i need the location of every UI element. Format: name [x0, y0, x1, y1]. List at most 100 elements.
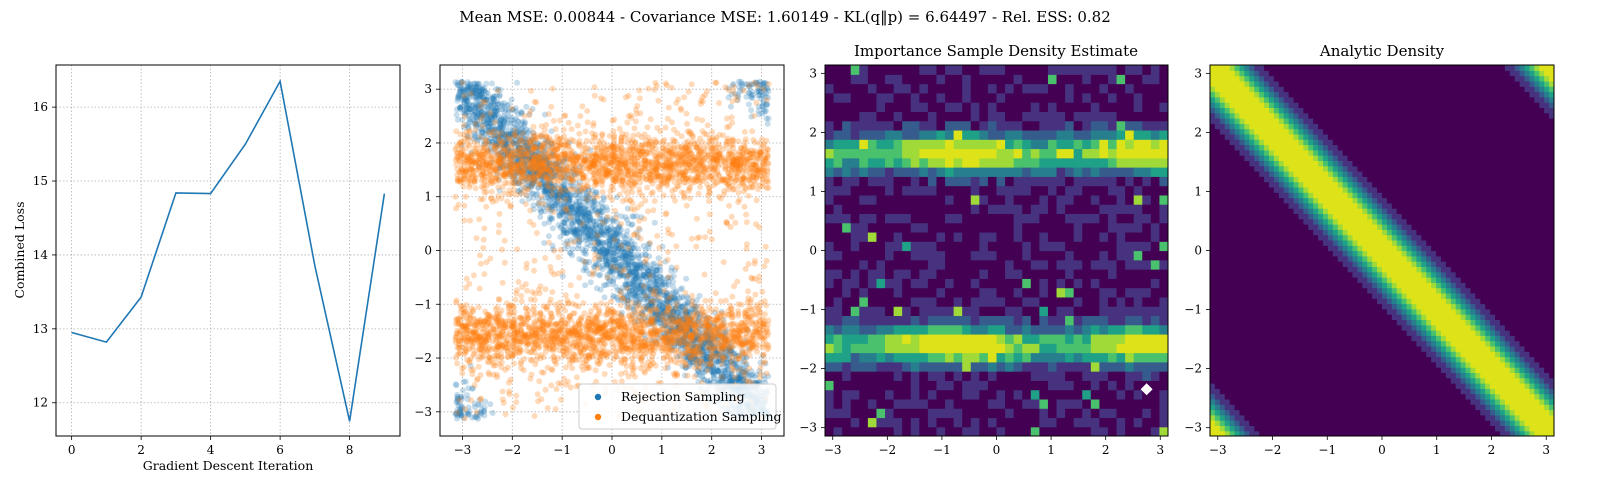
scatter-point-rejection	[745, 89, 752, 96]
scatter-point-rejection	[471, 84, 478, 91]
scatter-point-dequantization	[522, 191, 529, 198]
scatter-point-rejection	[716, 364, 723, 371]
scatter-point-rejection	[662, 330, 669, 337]
scatter-point-dequantization	[472, 185, 479, 192]
scatter-point-rejection	[727, 347, 734, 354]
scatter-point-rejection	[641, 296, 648, 303]
scatter-point-rejection	[503, 128, 510, 135]
scatter-point-rejection	[726, 378, 733, 385]
scatter-point-rejection	[618, 272, 624, 279]
scatter-point-dequantization	[594, 232, 601, 239]
scatter-point-rejection	[722, 348, 729, 355]
scatter-point-rejection	[548, 174, 555, 181]
scatter-point-rejection	[564, 230, 570, 237]
scatter-point-rejection	[546, 165, 553, 172]
scatter-point-rejection	[659, 275, 666, 282]
scatter-point-rejection	[697, 332, 704, 339]
scatter-point-rejection	[733, 353, 739, 360]
scatter-point-dequantization	[598, 300, 605, 307]
scatter-point-rejection	[632, 299, 639, 306]
scatter-point-rejection	[600, 231, 607, 238]
scatter-point-rejection	[689, 328, 696, 335]
scatter-point-rejection	[555, 222, 562, 228]
scatter-point-rejection	[528, 154, 535, 161]
scatter-point-dequantization	[673, 99, 680, 106]
scatter-point-rejection	[629, 244, 636, 251]
scatter-point-dequantization	[531, 267, 537, 274]
scatter-point-rejection	[537, 151, 544, 158]
scatter-point-rejection	[509, 154, 516, 160]
scatter-point-rejection	[541, 111, 548, 118]
y-tick-label: 12	[33, 396, 48, 410]
scatter-point-rejection	[679, 341, 686, 348]
scatter-point-rejection	[704, 347, 710, 354]
scatter-point-rejection	[624, 272, 631, 279]
scatter-point-rejection	[481, 88, 488, 94]
scatter-point-rejection	[462, 96, 469, 103]
scatter-point-rejection	[522, 176, 529, 183]
scatter-point-rejection	[522, 147, 529, 154]
scatter-point-rejection	[728, 370, 735, 377]
scatter-point-rejection	[557, 224, 564, 231]
scatter-point-rejection	[566, 204, 573, 211]
scatter-point-rejection	[644, 292, 651, 299]
scatter-point-rejection	[660, 309, 667, 316]
scatter-point-rejection	[664, 339, 671, 346]
scatter-point-rejection	[591, 203, 598, 210]
scatter-point-rejection	[736, 374, 743, 381]
scatter-point-rejection	[472, 94, 479, 101]
scatter-point-rejection	[689, 305, 696, 312]
scatter-point-rejection	[457, 104, 464, 111]
scatter-point-rejection	[616, 223, 623, 230]
scatter-point-rejection	[591, 198, 598, 205]
scatter-point-rejection	[601, 217, 608, 224]
scatter-point-rejection	[671, 302, 678, 309]
scatter-point-rejection	[566, 249, 573, 256]
scatter-point-rejection	[505, 101, 512, 108]
scatter-point-rejection	[555, 169, 562, 176]
scatter-point-rejection	[537, 206, 544, 213]
scatter-point-rejection	[475, 87, 482, 94]
scatter-point-rejection	[754, 81, 761, 88]
scatter-point-rejection	[745, 345, 752, 352]
scatter-point-rejection	[537, 208, 544, 215]
scatter-point-rejection	[728, 371, 735, 378]
scatter-point-rejection	[756, 111, 763, 118]
scatter-point-rejection	[646, 287, 653, 294]
scatter-point-rejection	[491, 93, 498, 100]
scatter-point-dequantization	[478, 395, 484, 402]
scatter-point-rejection	[682, 331, 689, 337]
scatter-point-rejection	[611, 233, 617, 240]
scatter-point-rejection	[541, 188, 547, 195]
scatter-point-rejection	[481, 407, 488, 414]
scatter-point-rejection	[625, 258, 632, 265]
scatter-point-rejection	[483, 103, 490, 110]
scatter-point-rejection	[757, 78, 764, 85]
scatter-point-rejection	[687, 349, 694, 355]
scatter-point-rejection	[477, 115, 484, 122]
scatter-point-rejection	[718, 373, 725, 380]
scatter-point-rejection	[604, 229, 611, 236]
scatter-point-rejection	[651, 219, 658, 226]
scatter-point-dequantization	[618, 378, 625, 385]
scatter-point-rejection	[690, 303, 697, 310]
scatter-point-dequantization	[469, 371, 476, 378]
scatter-point-rejection	[531, 159, 538, 166]
scatter-point-dequantization	[661, 136, 668, 143]
scatter-point-rejection	[458, 88, 465, 95]
scatter-point-rejection	[589, 239, 596, 246]
scatter-point-rejection	[644, 305, 651, 312]
scatter-point-rejection	[479, 129, 486, 136]
scatter-point-rejection	[567, 182, 574, 189]
scatter-point-rejection	[519, 124, 525, 131]
scatter-point-rejection	[729, 344, 736, 351]
scatter-point-dequantization	[688, 235, 695, 242]
scatter-point-rejection	[657, 298, 664, 305]
scatter-point-rejection	[680, 307, 687, 314]
scatter-point-rejection	[482, 398, 489, 405]
scatter-point-rejection	[616, 231, 623, 238]
scatter-point-rejection	[492, 140, 498, 147]
scatter-point-rejection	[735, 78, 742, 85]
scatter-point-rejection	[675, 326, 682, 333]
